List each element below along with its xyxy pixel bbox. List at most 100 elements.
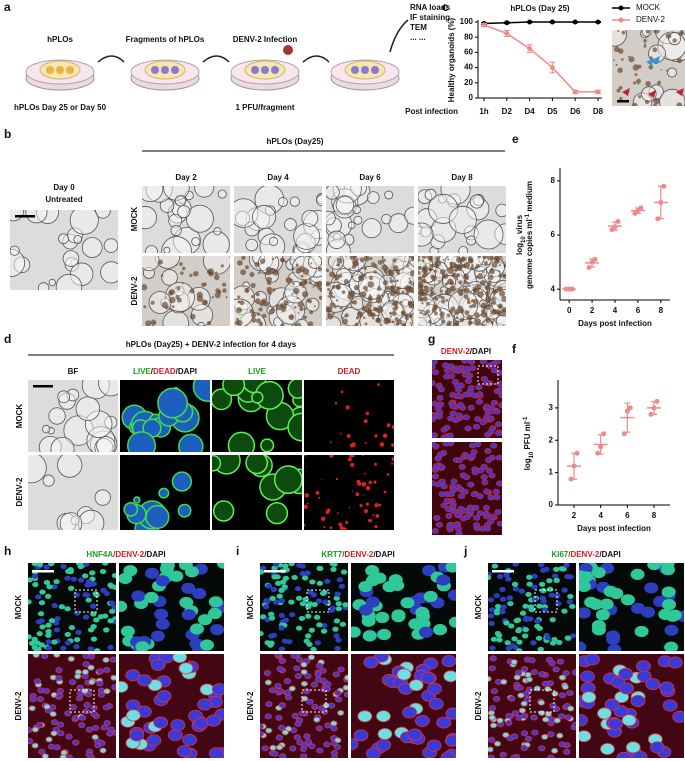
dead-cell <box>304 455 307 457</box>
nucleus <box>618 667 634 680</box>
debris <box>492 289 497 294</box>
debris <box>615 63 618 67</box>
nucleus <box>156 690 172 703</box>
debris <box>302 268 310 275</box>
nucleus <box>278 612 286 619</box>
x-tick-label: 4 <box>613 306 618 315</box>
nucleus <box>494 603 502 609</box>
panel-label: g <box>428 332 435 346</box>
panel-label: j <box>463 544 467 558</box>
debris <box>368 275 374 281</box>
debris <box>375 317 381 323</box>
nucleus <box>464 378 472 384</box>
debris <box>196 295 204 302</box>
nucleus <box>65 568 72 575</box>
micrograph <box>260 563 348 651</box>
nucleus <box>407 728 423 741</box>
debris <box>355 258 359 262</box>
nucleus <box>645 678 661 691</box>
nucleus <box>437 401 445 408</box>
nucleus <box>494 607 501 613</box>
nucleus <box>524 735 533 742</box>
debris <box>657 80 662 85</box>
nucleus <box>496 520 502 527</box>
debris <box>466 281 469 284</box>
nucleus <box>541 607 548 613</box>
nucleus <box>531 596 539 603</box>
organoid <box>158 487 170 499</box>
organoid <box>212 500 235 522</box>
nucleus <box>521 633 529 639</box>
nucleus <box>304 570 311 576</box>
nucleus <box>342 602 348 608</box>
nucleus <box>28 727 33 734</box>
nucleus <box>498 392 502 399</box>
debris <box>329 271 336 278</box>
nucleus <box>604 698 620 711</box>
nucleus <box>493 593 500 599</box>
dead-cell <box>340 432 342 435</box>
debris <box>175 264 178 266</box>
nucleus <box>291 574 298 581</box>
debris <box>486 280 492 286</box>
debris <box>382 258 386 262</box>
debris <box>222 282 227 287</box>
organoid <box>142 186 164 203</box>
micrograph <box>142 186 230 253</box>
marker <box>572 89 578 95</box>
debris <box>421 259 425 263</box>
organoid <box>161 269 178 286</box>
micrograph <box>234 186 322 253</box>
nucleus <box>314 640 321 646</box>
nucleus <box>607 644 622 651</box>
debris <box>447 278 454 285</box>
debris <box>245 265 249 270</box>
marker <box>481 22 487 28</box>
nucleus <box>483 488 491 495</box>
nucleus <box>278 646 286 651</box>
nucleus <box>597 707 612 720</box>
column-header: Day 8 <box>451 173 473 182</box>
debris <box>461 263 467 269</box>
debris <box>329 302 336 308</box>
nucleus <box>35 646 42 651</box>
debris <box>363 267 367 271</box>
nucleus <box>111 684 116 691</box>
nucleus <box>659 681 675 694</box>
x-tick-label: D6 <box>570 107 581 116</box>
nucleus <box>209 747 224 758</box>
organoid <box>177 205 191 219</box>
nucleus <box>496 637 503 643</box>
nucleus <box>36 563 44 567</box>
debris <box>418 258 421 262</box>
nucleus <box>432 473 440 480</box>
nucleus <box>579 580 591 592</box>
nucleus <box>520 700 528 707</box>
debris <box>364 322 368 326</box>
y-axis-label-part: -1 <box>523 416 529 422</box>
marker <box>527 46 533 52</box>
nucleus <box>153 716 169 729</box>
dead-cell <box>321 478 323 480</box>
organoid <box>316 194 322 207</box>
nucleus <box>419 626 434 638</box>
nucleus <box>307 589 314 595</box>
debris <box>447 258 450 261</box>
debris <box>339 306 343 310</box>
debris <box>471 303 477 308</box>
nucleus <box>206 714 222 727</box>
debris <box>485 305 491 310</box>
nucleus <box>296 563 303 568</box>
nucleus <box>664 641 679 651</box>
nucleus <box>534 618 541 624</box>
nucleus <box>363 656 379 669</box>
nucleus <box>276 593 283 599</box>
nucleus <box>323 741 331 748</box>
nucleus <box>503 572 510 578</box>
nucleus <box>302 596 309 602</box>
nucleus <box>556 732 564 739</box>
nucleus <box>493 740 502 747</box>
nucleus <box>208 596 223 608</box>
debris <box>475 275 479 279</box>
nucleus <box>499 596 507 602</box>
